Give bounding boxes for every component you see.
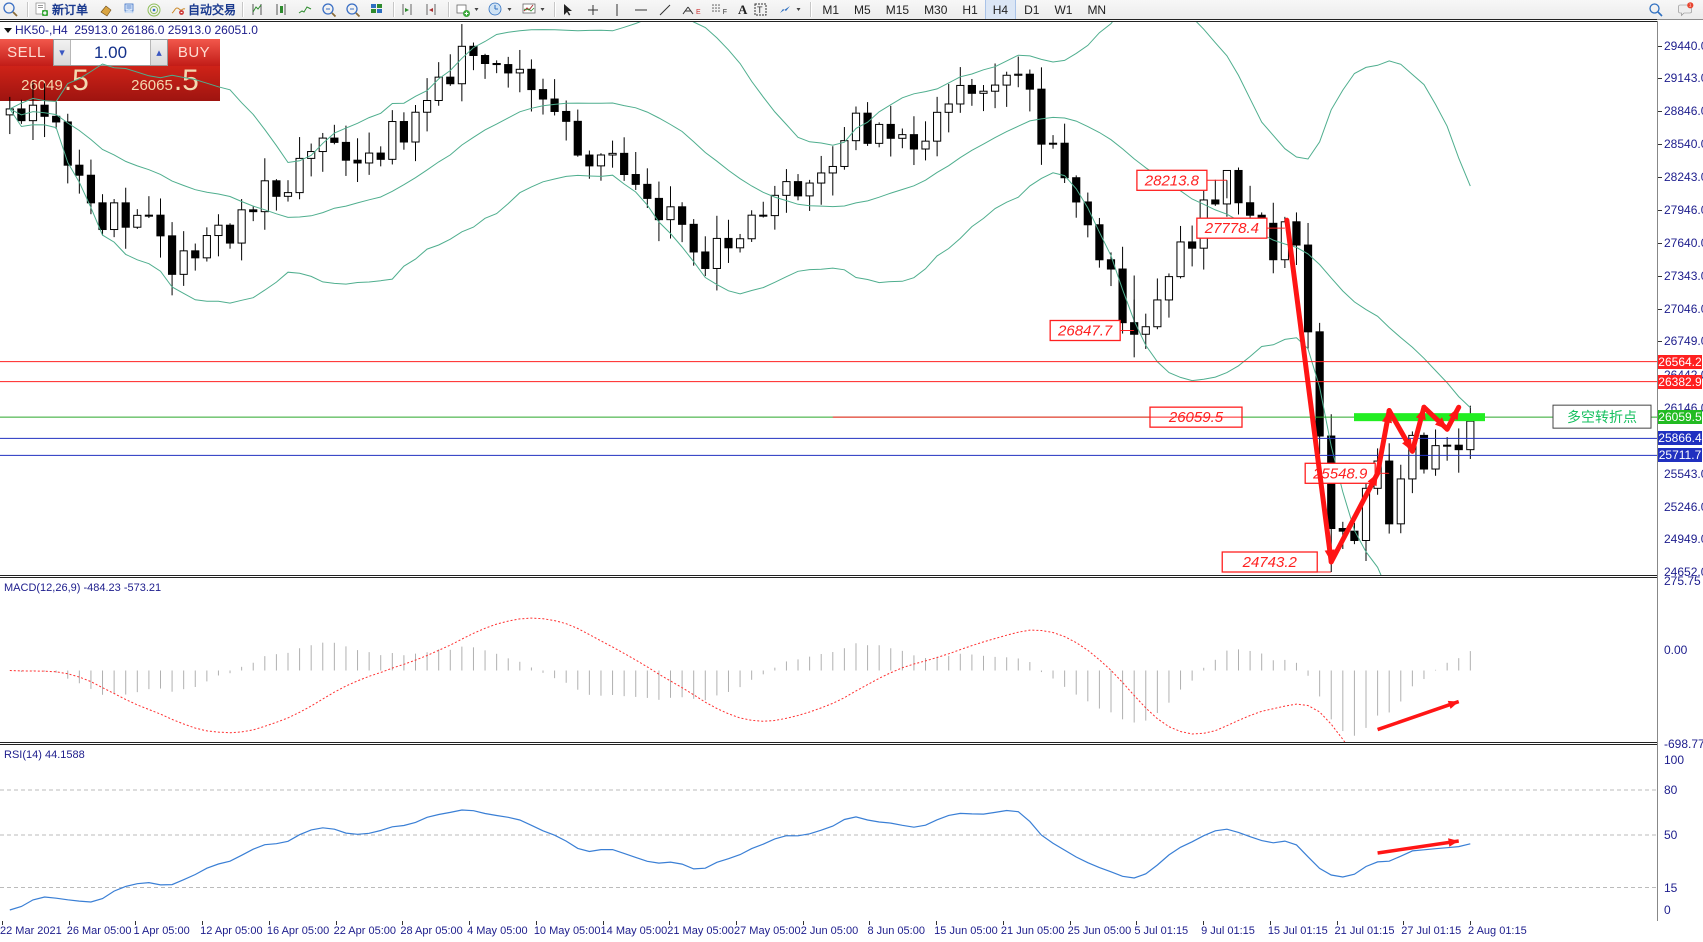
svg-text:28213.8: 28213.8 [1144, 172, 1200, 189]
svg-text:27778.4: 27778.4 [1204, 220, 1259, 237]
svg-text:24743.2: 24743.2 [1242, 554, 1298, 571]
svg-text:多空转折点: 多空转折点 [1567, 409, 1637, 425]
svg-text:T: T [757, 5, 763, 15]
svg-text:MACD(12,26,9) -484.23 -573.21: MACD(12,26,9) -484.23 -573.21 [4, 582, 161, 594]
svg-text:26847.7: 26847.7 [1057, 323, 1113, 340]
svg-text:RSI(14) 44.1588: RSI(14) 44.1588 [4, 749, 85, 761]
